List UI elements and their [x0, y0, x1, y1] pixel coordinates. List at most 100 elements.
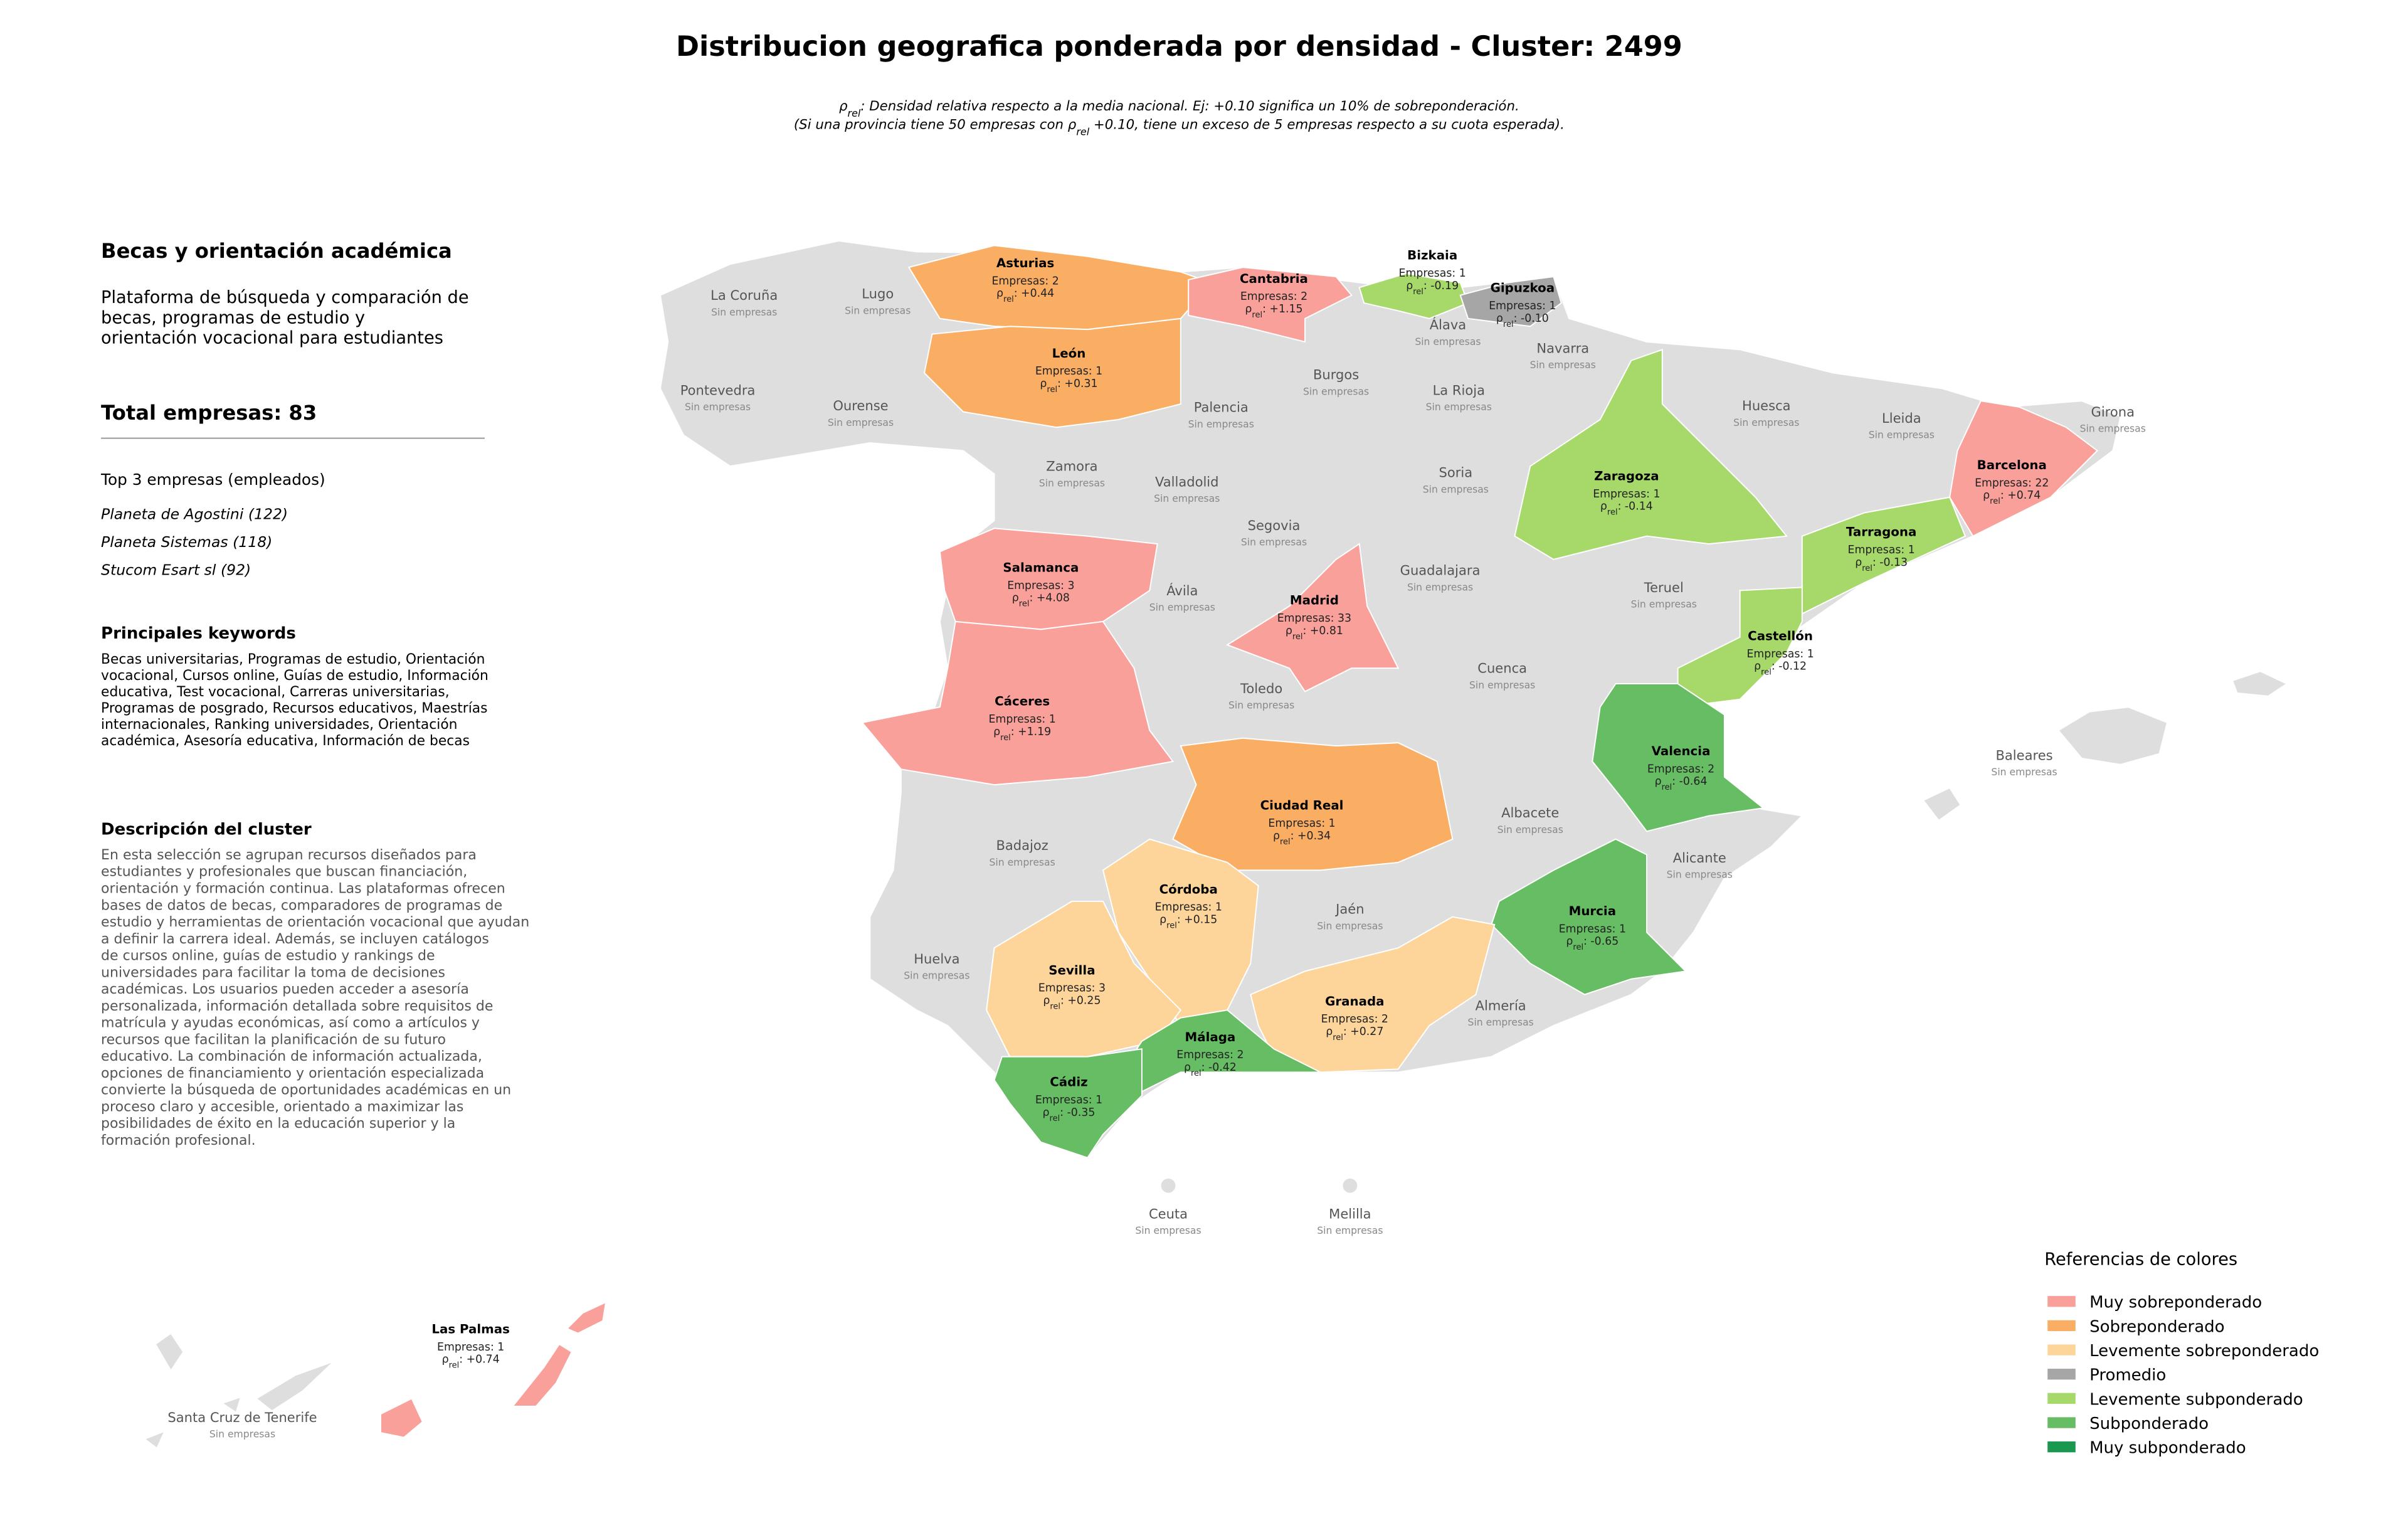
- province-density: ρrel: +0.44: [996, 287, 1054, 304]
- keywords-line: vocacional, Cursos online, Guías de estu…: [101, 668, 488, 684]
- no-data-label: Sin empresas: [1149, 602, 1215, 613]
- text-part: rel: [1166, 921, 1177, 930]
- province-name: Alicante: [1673, 850, 1726, 866]
- text-part: rel: [1292, 632, 1303, 641]
- province-companies: Empresas: 1: [1593, 488, 1660, 501]
- province-name: Burgos: [1313, 366, 1359, 382]
- text-part: :: [1343, 1026, 1350, 1038]
- density-value: -0.64: [1679, 775, 1708, 788]
- description-line: a definir la carrera ideal. Además, se i…: [101, 931, 489, 947]
- province-name: Palencia: [1194, 400, 1249, 415]
- province-name: Las Palmas: [431, 1322, 510, 1337]
- legend-swatch: [2047, 1417, 2076, 1428]
- text-part: rel: [1333, 1032, 1343, 1042]
- no-data-label: Sin empresas: [1228, 700, 1294, 711]
- province-name: Valencia: [1652, 744, 1711, 758]
- province-name: Bizkaia: [1407, 248, 1457, 263]
- la-gomera: [221, 1396, 242, 1414]
- text-part: ρ: [1245, 303, 1252, 316]
- text-part: (Si una provincia tiene 50 empresas con: [794, 117, 1068, 133]
- province-density: ρrel: +0.31: [1040, 378, 1097, 395]
- text-part: :: [1011, 726, 1018, 738]
- no-data-label: Sin empresas: [1241, 537, 1307, 548]
- density-value: +0.44: [1021, 287, 1054, 300]
- province-density: ρrel: +4.08: [1012, 592, 1070, 608]
- no-data-label: Sin empresas: [1530, 359, 1596, 371]
- text-part: ρ: [1273, 830, 1280, 842]
- no-data-label: Sin empresas: [904, 970, 969, 982]
- province-shape: [1592, 683, 1765, 832]
- text-part: ρ: [1406, 280, 1413, 292]
- melilla: [1341, 1177, 1359, 1194]
- province-name: Córdoba: [1159, 882, 1218, 896]
- density-value: -0.13: [1879, 556, 1908, 569]
- province-name: Ourense: [833, 398, 888, 413]
- province-density: ρrel: +0.74: [442, 1354, 500, 1371]
- province-name: Santa Cruz de Tenerife: [167, 1409, 317, 1425]
- description-line: convierte la búsqueda de oportunidades a…: [101, 1083, 511, 1098]
- description-line: posibilidades de éxito en la educación s…: [101, 1116, 455, 1132]
- density-value: +0.31: [1064, 378, 1097, 390]
- province-shape: [861, 620, 1175, 786]
- text-part: ρ: [1040, 378, 1047, 390]
- text-part: :: [1201, 1061, 1208, 1074]
- top-company: Planeta de Agostini (122): [101, 505, 288, 523]
- legend-label: Muy sobreponderado: [2089, 1293, 2262, 1312]
- text-part: rel: [1413, 287, 1423, 296]
- description-line: proceso claro y accesible, orientado a m…: [101, 1099, 463, 1115]
- text-part: :: [1423, 280, 1430, 292]
- no-data-label: Sin empresas: [1991, 767, 2057, 778]
- province-shape: [1514, 349, 1788, 560]
- province-companies: Empresas: 1: [1155, 901, 1222, 914]
- description-line: universidades para facilitar la toma de …: [101, 965, 445, 980]
- no-data-label: Sin empresas: [1317, 920, 1383, 931]
- text-part: ρ: [1012, 592, 1019, 605]
- province-shape: [380, 1398, 424, 1438]
- no-data-label: Sin empresas: [1317, 1225, 1383, 1236]
- density-value: -0.42: [1208, 1061, 1237, 1074]
- text-part: rel: [1662, 783, 1672, 792]
- description-line: educativo. La combinación de información…: [101, 1049, 482, 1064]
- description-line: estudio y herramientas de orientación vo…: [101, 915, 529, 930]
- legend: Referencias de colores Muy sobreponderad…: [2044, 1250, 2319, 1458]
- province-companies: Empresas: 3: [1038, 982, 1106, 995]
- text-part: ρ: [1600, 501, 1607, 513]
- legend-label: Sobreponderado: [2089, 1317, 2224, 1336]
- density-value: +1.19: [1018, 726, 1051, 738]
- text-part: :: [459, 1354, 466, 1366]
- province-name: Cantabria: [1240, 272, 1308, 286]
- province-name: La Coruña: [710, 287, 778, 303]
- description-title: Descripción del cluster: [101, 820, 312, 839]
- text-part: :: [2000, 489, 2007, 502]
- province-name: Castellón: [1748, 629, 1813, 644]
- tenerife: [255, 1361, 335, 1412]
- province-name: Sevilla: [1048, 963, 1095, 977]
- province-shape: [511, 1343, 573, 1408]
- province-shape: [1459, 275, 1562, 327]
- density-value: +0.25: [1067, 994, 1101, 1007]
- province-companies: Empresas: 1: [437, 1341, 504, 1354]
- province-companies: Empresas: 2: [1647, 763, 1714, 775]
- description-line: bases de datos de becas, comparadores de…: [101, 898, 502, 913]
- density-value: +0.34: [1297, 830, 1331, 842]
- province-companies: Empresas: 2: [1321, 1013, 1388, 1026]
- province-name: Zaragoza: [1594, 469, 1659, 484]
- province-name: Huelva: [914, 951, 959, 967]
- no-data-label: Sin empresas: [1135, 1225, 1201, 1236]
- province-companies: Empresas: 1: [1847, 544, 1914, 556]
- text-part: ρ: [839, 98, 848, 114]
- top-company: Planeta Sistemas (118): [101, 533, 272, 551]
- el-hierro: [143, 1430, 166, 1450]
- province-name: Zamora: [1046, 459, 1097, 474]
- density-value: +0.74: [467, 1354, 500, 1366]
- text-part: ρ: [993, 726, 1000, 738]
- no-data-label: Sin empresas: [1154, 493, 1220, 504]
- no-data-label: Sin empresas: [1468, 1017, 1534, 1028]
- density-value: -0.12: [1778, 661, 1807, 673]
- summary-line: orientación vocacional para estudiantes: [101, 328, 443, 348]
- description-line: orientación y formación continua. Las pl…: [101, 881, 505, 896]
- province-name: Soria: [1439, 465, 1473, 480]
- province-density: ρrel: -0.42: [1184, 1061, 1237, 1078]
- province-name: Lugo: [862, 286, 894, 302]
- text-part: :: [1029, 592, 1036, 605]
